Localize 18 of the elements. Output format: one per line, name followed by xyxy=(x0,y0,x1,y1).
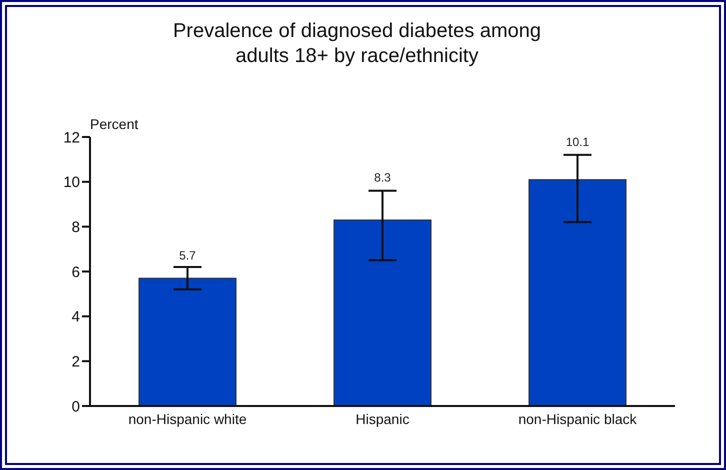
y-tick-label: 8 xyxy=(72,218,80,236)
bar xyxy=(138,278,236,406)
y-tick-label: 4 xyxy=(72,308,80,326)
x-tick-label: Hispanic xyxy=(356,410,410,427)
y-tick-label: 12 xyxy=(63,129,80,146)
data-label: 8.3 xyxy=(374,170,392,184)
y-tick-label: 10 xyxy=(63,174,80,192)
bar xyxy=(528,179,626,406)
x-tick-label: non-Hispanic black xyxy=(518,410,638,427)
data-label: 10.1 xyxy=(566,135,590,149)
y-tick-label: 6 xyxy=(72,264,80,281)
x-tick-label: non-Hispanic white xyxy=(128,410,247,427)
chart-title: Prevalence of diagnosed diabetes among adults 18+ by race/ethnicity xyxy=(172,19,542,69)
y-tick-label: 2 xyxy=(72,353,80,370)
data-label: 5.7 xyxy=(179,248,196,263)
y-axis-title: Percent xyxy=(90,116,138,132)
bar xyxy=(334,219,432,406)
y-tick-label: 0 xyxy=(72,398,80,416)
